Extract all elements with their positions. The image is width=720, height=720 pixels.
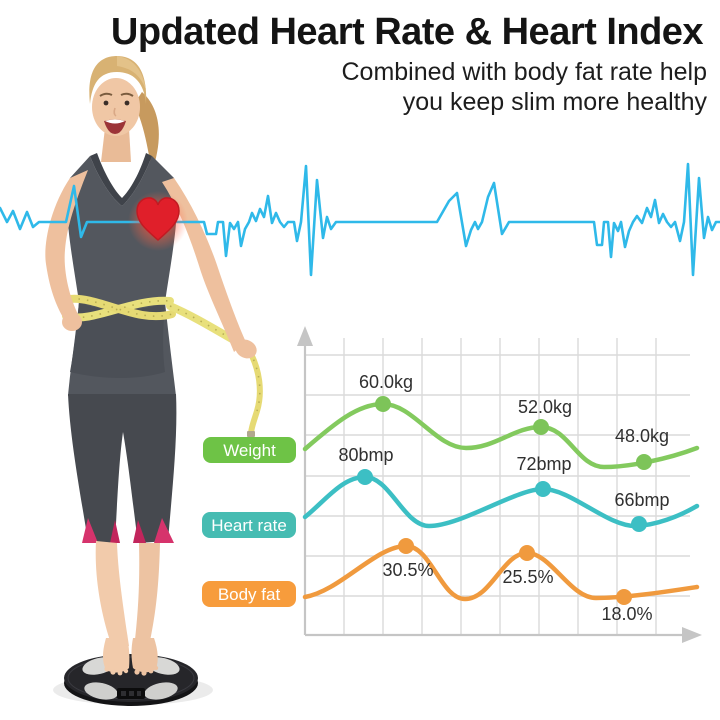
display-digit — [129, 691, 134, 696]
pink-hem-inner-left — [110, 520, 120, 543]
subtitle-line-2: you keep slim more healthy — [402, 88, 707, 116]
pink-hem-inner-right — [133, 520, 146, 543]
heart-rate-label-3: 66bmp — [614, 490, 670, 510]
left-hand — [62, 313, 82, 331]
body-fat-label-1: 30.5% — [382, 560, 434, 580]
left-brow — [99, 92, 113, 97]
body-fat-label-2: 25.5% — [502, 567, 554, 587]
right-calf — [134, 543, 160, 650]
x-axis-arrow — [682, 627, 702, 643]
weight-point-2 — [533, 419, 549, 435]
heart-rate-point-3 — [631, 516, 647, 532]
weight-label-1: 60.0kg — [358, 372, 414, 392]
nose — [113, 107, 117, 117]
left-calf — [95, 541, 129, 650]
display-digit — [137, 691, 141, 696]
electrode-pad — [84, 682, 118, 700]
heart-rate-point-2 — [535, 481, 551, 497]
display-digit — [121, 691, 126, 696]
body-fat-point-2 — [519, 545, 535, 561]
feet — [103, 638, 159, 676]
neck — [101, 128, 131, 162]
right-eye — [124, 100, 130, 106]
capri-pants — [68, 394, 177, 543]
y-axis-arrow — [297, 326, 313, 346]
mouth — [104, 119, 126, 134]
weight-point-3 — [636, 454, 652, 470]
ponytail — [134, 92, 159, 172]
electrode-pad — [144, 682, 178, 700]
page-subtitle: Combined with body fat rate help you kee… — [342, 57, 708, 117]
heart-rate-label-2: 72bmp — [516, 454, 572, 474]
page-title: Updated Heart Rate & Heart Index — [110, 11, 704, 53]
heart-rate-label-1: 80bmp — [338, 445, 394, 465]
teeth — [105, 119, 125, 124]
chart-axes — [297, 326, 702, 643]
legend-body-fat: Body fat — [202, 581, 296, 607]
woman-illustration — [45, 56, 263, 650]
ecg-line — [0, 162, 720, 277]
chart — [297, 326, 702, 643]
legend-heart-rate: Heart rate — [202, 512, 296, 538]
left-arm — [45, 170, 88, 322]
face — [92, 78, 140, 136]
body-fat-label-3: 18.0% — [601, 604, 653, 624]
weight-label-2: 52.0kg — [517, 397, 573, 417]
tape-metal-tip — [247, 431, 255, 437]
body-fat-point-3 — [616, 589, 632, 605]
right-hand — [235, 339, 257, 359]
tank-lower-shade — [70, 302, 165, 378]
heart-icon — [128, 191, 188, 251]
right-brow — [120, 92, 134, 97]
tank-vneck — [90, 153, 152, 206]
weight-point-1 — [375, 396, 391, 412]
left-eye — [103, 100, 109, 106]
legend-weight: Weight — [203, 437, 296, 463]
subtitle-line-1: Combined with body fat rate help — [341, 58, 708, 86]
weight-label-3: 48.0kg — [614, 426, 670, 446]
pink-hem-right — [154, 518, 174, 543]
hair-highlight — [117, 56, 146, 90]
body-fat-point-1 — [398, 538, 414, 554]
heart-rate-point-1 — [357, 469, 373, 485]
pink-hem-left — [82, 518, 98, 543]
body-fat-curve — [302, 543, 700, 602]
